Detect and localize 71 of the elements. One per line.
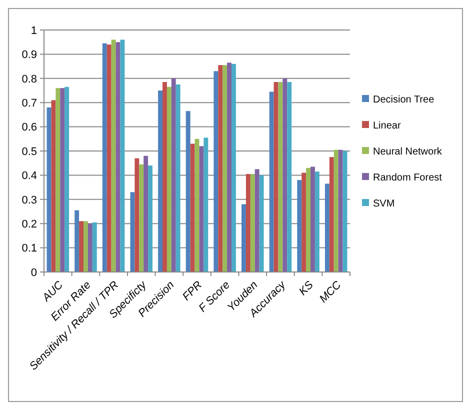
y-tick-label: 0 (30, 266, 37, 279)
y-tick-label: 0.6 (22, 122, 37, 134)
bar (246, 174, 250, 272)
bar (214, 71, 218, 272)
legend-label: Linear (373, 120, 402, 132)
bar (84, 221, 88, 272)
y-tick-label: 0.7 (22, 97, 37, 110)
bar (250, 174, 255, 272)
legend-label: SVM (373, 198, 395, 210)
bar (162, 82, 167, 272)
y-tick-label: 0.3 (22, 194, 37, 206)
bar (329, 157, 334, 272)
bar (324, 184, 330, 272)
bar (111, 40, 116, 272)
bar (274, 82, 278, 272)
bar (56, 88, 60, 272)
bar (242, 204, 246, 272)
bar (269, 92, 274, 272)
bar (310, 166, 315, 272)
bar (314, 172, 320, 272)
bar (130, 192, 135, 272)
bar (116, 42, 120, 272)
bar (120, 40, 125, 272)
bar (46, 107, 52, 272)
bar (297, 180, 302, 272)
y-tick-label: 0.8 (22, 73, 37, 86)
bar (231, 64, 236, 272)
bar (218, 65, 223, 272)
y-tick-label: 0.5 (22, 146, 37, 158)
bar (166, 86, 172, 272)
bar (282, 78, 288, 272)
y-tick-label: 1 (30, 24, 37, 37)
bar (199, 146, 204, 272)
bar (51, 100, 56, 272)
legend-label: Random Forest (373, 172, 442, 184)
legend-label: Neural Network (373, 146, 443, 158)
bar (186, 111, 190, 272)
bar (144, 156, 148, 272)
bar (102, 43, 107, 272)
bar (204, 138, 208, 272)
bar (222, 65, 228, 272)
bar (338, 150, 343, 272)
bar (88, 224, 92, 272)
bar (139, 164, 144, 272)
bar (60, 88, 65, 272)
bar (158, 90, 163, 272)
x-tick-label: KS (296, 278, 316, 298)
bar (171, 78, 176, 272)
y-tick-label: 0.2 (22, 218, 37, 230)
bar (64, 86, 70, 272)
bar (227, 62, 232, 272)
bar (106, 44, 112, 272)
bar (134, 158, 140, 272)
bar (334, 150, 338, 272)
bar (190, 144, 195, 272)
y-tick-label: 0.4 (22, 170, 37, 182)
bar (306, 168, 310, 272)
bar (254, 169, 260, 272)
legend-label: Decision Tree (373, 94, 435, 106)
bar (92, 222, 97, 272)
bar (74, 210, 80, 272)
bar (342, 151, 348, 272)
bar (259, 175, 264, 272)
bar (176, 84, 180, 272)
bar (148, 166, 152, 272)
y-tick-label: 0.1 (22, 242, 37, 255)
bar (79, 221, 84, 272)
bar (278, 82, 283, 272)
bar (302, 172, 306, 272)
y-tick-label: 0.9 (22, 49, 37, 62)
bar (287, 82, 292, 272)
